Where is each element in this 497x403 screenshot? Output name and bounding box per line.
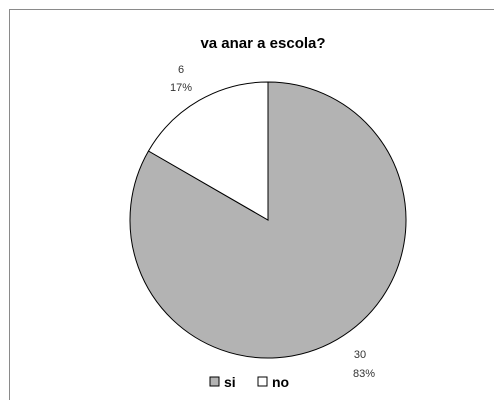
- chart-title: va anar a escola?: [200, 35, 325, 52]
- slice-label-no-value: 6: [178, 64, 184, 76]
- pie-slices: [129, 81, 407, 359]
- slice-label-no-percent: 17%: [170, 82, 192, 94]
- legend-swatch-no: [257, 376, 268, 387]
- legend-label-si: si: [224, 374, 236, 390]
- chart-legend: si no: [209, 374, 289, 390]
- legend-swatch-si: [209, 376, 220, 387]
- legend-label-no: no: [272, 374, 289, 390]
- pie-data-labels: 30 83% 6 17%: [170, 64, 375, 380]
- slice-label-si-value: 30: [354, 349, 366, 361]
- pie-slice-no: [147, 81, 269, 221]
- slice-label-si-percent: 83%: [353, 368, 375, 380]
